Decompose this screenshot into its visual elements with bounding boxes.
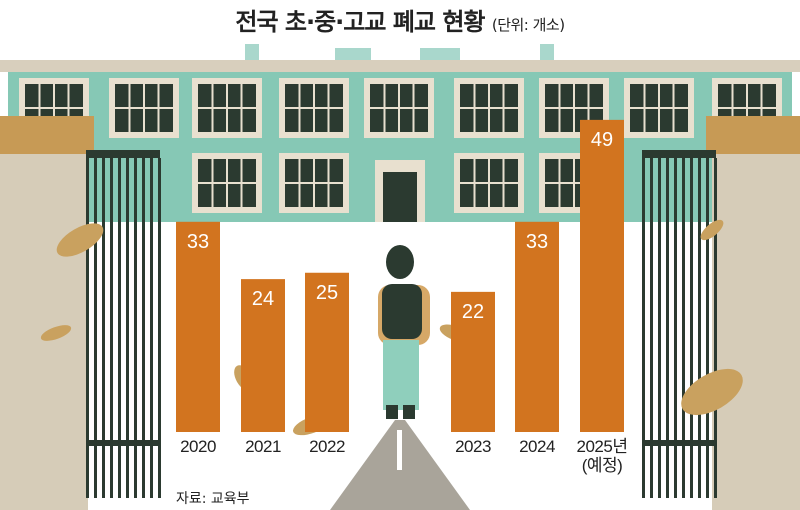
category-year: 2023 <box>455 437 491 456</box>
category-year: 2024 <box>519 437 555 456</box>
bar-value-label: 49 <box>591 129 613 151</box>
bars: 33 24 25 22 33 49 <box>176 119 624 433</box>
school-building <box>0 44 800 222</box>
bar-value-label: 24 <box>252 288 274 310</box>
category-label: 2025년 (예정) <box>566 437 638 475</box>
bar-2025년 <box>580 119 624 433</box>
unit-label: (단위: 개소) <box>491 16 565 34</box>
bar-value-label: 33 <box>187 231 209 253</box>
category-year: 2025년 <box>576 437 628 456</box>
category-year: 2020 <box>180 437 216 456</box>
title-text: 전국 초·중·고교 폐교 현황 <box>235 8 485 36</box>
bar-value-label: 25 <box>316 282 338 304</box>
bar-2020 <box>176 221 220 432</box>
category-label: 2021 <box>227 437 299 456</box>
category-year: 2022 <box>309 437 345 456</box>
category-label: 2023 <box>437 437 509 456</box>
category-label: 2020 <box>162 437 234 456</box>
source-note: 자료: 교육부 <box>176 491 250 507</box>
bar-2023 <box>451 291 495 432</box>
bar-value-label: 33 <box>526 231 548 253</box>
category-label: 2022 <box>291 437 363 456</box>
category-label: 2024 <box>501 437 573 456</box>
category-year: 2021 <box>245 437 281 456</box>
student <box>378 245 430 419</box>
gates <box>86 150 717 498</box>
bar-2021 <box>241 279 285 432</box>
bar-2022 <box>305 272 349 432</box>
chart-title: 전국 초·중·고교 폐교 현황 (단위: 개소) <box>0 2 800 37</box>
bar-value-label: 22 <box>462 301 484 323</box>
category-note: (예정) <box>581 456 623 475</box>
bar-2024 <box>515 221 559 432</box>
